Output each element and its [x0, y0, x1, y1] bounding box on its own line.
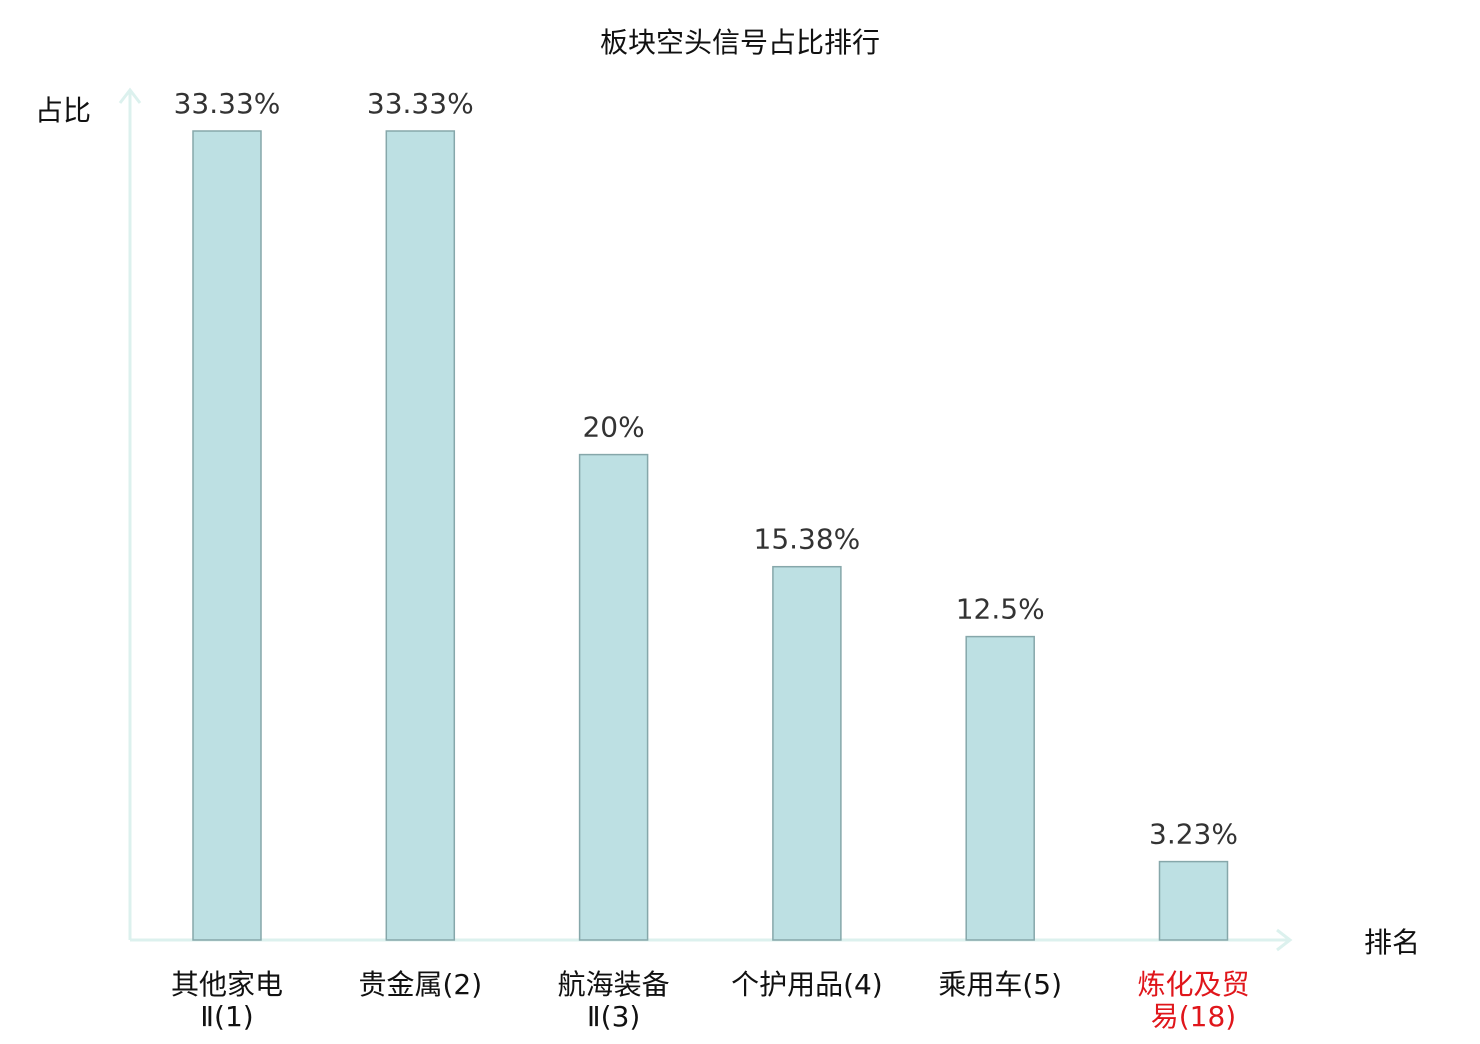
data-label: 33.33% [174, 87, 281, 120]
data-label: 12.5% [956, 593, 1045, 626]
x-tick-label: 炼化及贸 [1137, 968, 1249, 1001]
x-tick-label: 航海装备 [558, 968, 670, 1001]
value-labels-group: 33.33% 33.33% 20% 15.38% 12.5% 3.23% [174, 87, 1238, 851]
x-tick-label: 贵金属(2) [358, 968, 482, 1001]
bar [965, 635, 1035, 941]
x-axis-label: 排名 [1364, 926, 1420, 959]
chart-title: 板块空头信号占比排行 [600, 26, 880, 59]
data-label: 33.33% [367, 87, 474, 120]
x-axis-arrow [1276, 928, 1293, 952]
bars-group [192, 130, 1229, 941]
y-axis-arrow [118, 87, 142, 104]
y-axis-label: 占比 [35, 94, 91, 127]
bar [578, 453, 649, 941]
axes [118, 87, 1293, 952]
x-tick-label-line2: 易(18) [1151, 1000, 1236, 1033]
x-tick-label-line2: Ⅱ(3) [587, 1000, 640, 1033]
data-label: 15.38% [754, 523, 861, 556]
data-label: 20% [582, 411, 644, 444]
data-label: 3.23% [1149, 818, 1238, 851]
bar [772, 565, 842, 941]
x-tick-label: 个护用品(4) [731, 968, 883, 1001]
x-tick-label: 其他家电 [171, 968, 283, 1001]
bar [385, 130, 456, 941]
x-tick-label: 乘用车(5) [938, 968, 1062, 1001]
bar [1158, 860, 1229, 941]
bar [192, 130, 262, 941]
x-tick-label-line2: Ⅱ(1) [200, 1000, 253, 1033]
